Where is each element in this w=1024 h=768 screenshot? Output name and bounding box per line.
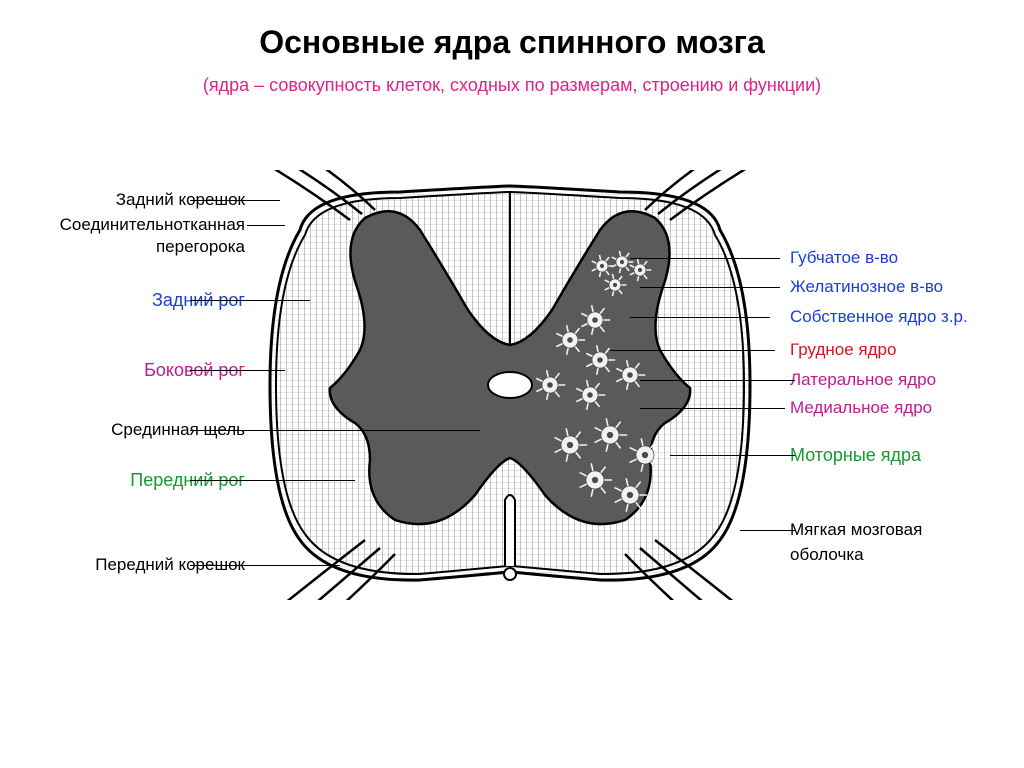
leader-l1	[190, 200, 280, 201]
label-r8b: оболочка	[790, 545, 864, 565]
label-r1: Губчатое в-во	[790, 248, 898, 268]
page-title: Основные ядра спинного мозга	[0, 0, 1024, 61]
leader-l4	[190, 370, 285, 371]
leader-r5	[640, 380, 795, 381]
leader-r7	[670, 455, 795, 456]
label-r3: Собственное ядро з.р.	[790, 307, 968, 327]
leader-r1	[630, 258, 780, 259]
label-r5: Латеральное ядро	[790, 370, 936, 390]
leader-l5	[190, 430, 480, 431]
label-r6: Медиальное ядро	[790, 398, 932, 418]
leader-l3	[190, 300, 310, 301]
spinal-cord-diagram	[250, 170, 770, 600]
leader-r4	[610, 350, 775, 351]
subtitle: (ядра – совокупность клеток, сходных по …	[0, 75, 1024, 96]
label-r4: Грудное ядро	[790, 340, 896, 360]
leader-l6	[190, 480, 355, 481]
leader-l2	[247, 225, 285, 226]
leader-r3	[630, 317, 770, 318]
label-l2: Соединительнотканная	[20, 215, 245, 235]
leader-r8	[740, 530, 795, 531]
leader-r2	[640, 287, 780, 288]
leader-r6	[640, 408, 785, 409]
leader-l7	[190, 565, 340, 566]
label-r8: Мягкая мозговая	[790, 520, 922, 540]
label-l2b: перегорока	[20, 237, 245, 257]
label-r2: Желатинозное в-во	[790, 277, 943, 297]
label-r7: Моторные ядра	[790, 445, 921, 466]
